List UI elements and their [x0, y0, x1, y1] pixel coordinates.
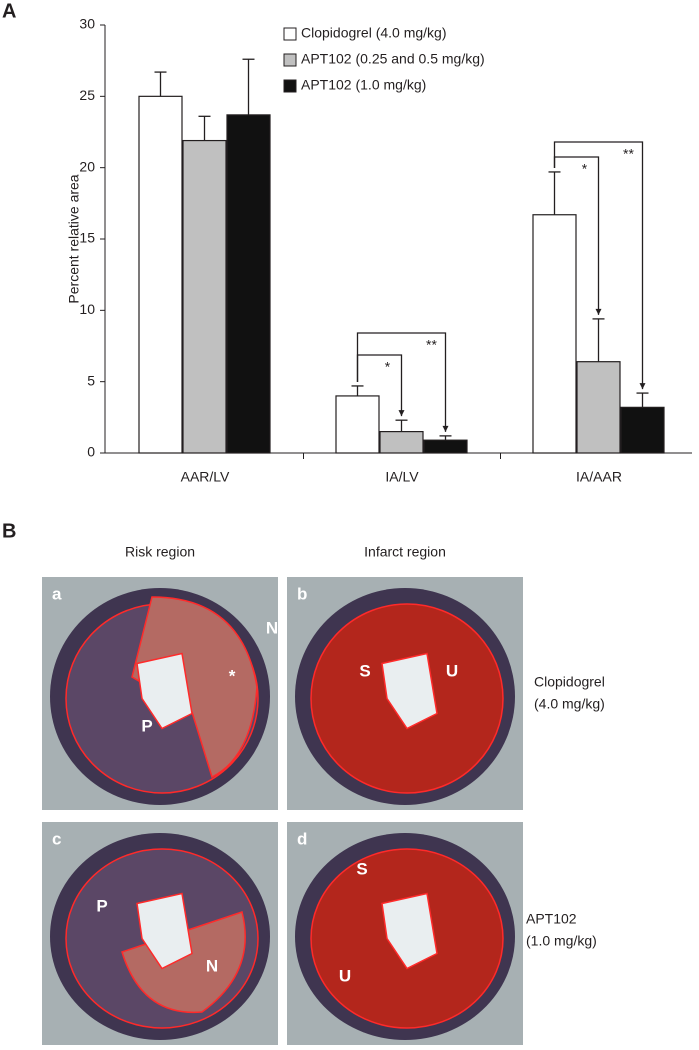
region-label: P	[141, 716, 152, 735]
legend-swatch	[283, 27, 297, 41]
bar	[620, 406, 665, 454]
x-tick-label: AAR/LV	[181, 469, 230, 485]
bar	[182, 139, 227, 454]
row-label: APT102	[526, 911, 577, 927]
y-tick-label: 20	[79, 158, 95, 174]
significance-label: *	[385, 359, 391, 375]
image-letter: d	[297, 829, 307, 848]
significance-label: **	[623, 146, 634, 162]
y-tick-label: 15	[79, 230, 95, 246]
y-tick-label: 25	[79, 87, 95, 103]
x-tick-label: IA/LV	[385, 469, 419, 485]
image-letter: b	[297, 584, 307, 603]
panel-label: A	[2, 0, 16, 22]
bar	[379, 431, 424, 454]
photo: c P N	[42, 822, 278, 1045]
photo: d S U	[287, 822, 523, 1045]
image-letter: c	[52, 829, 61, 848]
cavity	[381, 652, 438, 730]
bracket-arrow	[639, 383, 646, 390]
region-label: S	[359, 661, 370, 680]
significance-bracket	[553, 141, 644, 390]
image-letter: a	[52, 584, 62, 603]
bracket-arrow	[595, 308, 602, 315]
legend-swatch	[283, 79, 297, 93]
cavity	[136, 652, 193, 730]
bar	[532, 214, 577, 454]
row-label: Clopidogrel	[534, 674, 605, 690]
bar	[576, 361, 621, 454]
bracket-arrow	[398, 410, 405, 417]
legend-label: Clopidogrel (4.0 mg/kg)	[301, 25, 447, 41]
bar	[138, 95, 183, 454]
bracket-arrow	[442, 425, 449, 432]
x-tick-label: IA/AAR	[576, 469, 622, 485]
photo: a N * P	[42, 577, 278, 810]
region-label: S	[356, 859, 367, 878]
region-label: U	[446, 661, 458, 680]
region-label: U	[339, 966, 351, 985]
bar	[423, 439, 468, 454]
significance-label: *	[582, 161, 588, 177]
y-tick-label: 30	[79, 16, 95, 32]
region-label: *	[229, 666, 236, 685]
row-label: (1.0 mg/kg)	[526, 933, 597, 949]
row-label: (4.0 mg/kg)	[534, 696, 605, 712]
region-label: P	[96, 896, 107, 915]
y-tick-label: 10	[79, 301, 95, 317]
region-label: N	[266, 618, 278, 637]
bar	[335, 395, 380, 454]
legend-label: APT102 (1.0 mg/kg)	[301, 77, 426, 93]
cavity	[381, 892, 438, 970]
significance-bracket	[356, 332, 447, 432]
legend-swatch	[283, 53, 297, 67]
photo: b S U	[287, 577, 523, 810]
cavity	[136, 892, 193, 970]
region-n	[131, 596, 258, 779]
significance-label: **	[426, 337, 437, 353]
region-n	[121, 911, 246, 1014]
bar	[226, 114, 271, 454]
y-axis-label: Percent relative area	[66, 174, 82, 303]
legend-label: APT102 (0.25 and 0.5 mg/kg)	[301, 51, 485, 67]
column-header: Infarct region	[364, 544, 446, 560]
y-tick-label: 0	[87, 444, 95, 460]
y-tick-label: 5	[87, 372, 95, 388]
panel-label: B	[2, 520, 16, 542]
region-label: N	[206, 956, 218, 975]
column-header: Risk region	[125, 544, 195, 560]
